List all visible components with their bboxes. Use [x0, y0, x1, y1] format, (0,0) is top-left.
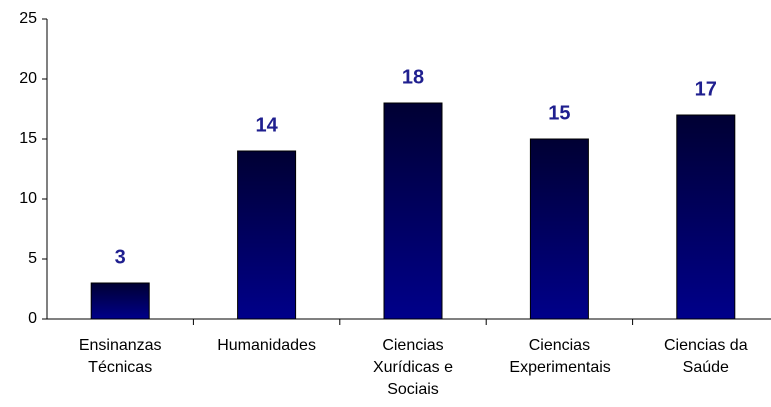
- value-label: 15: [548, 102, 570, 124]
- value-label: 18: [402, 66, 424, 88]
- x-tick-label: Ciencias Xurídicas e Sociais: [372, 337, 454, 398]
- y-tick-label: 5: [28, 250, 37, 267]
- x-tick-label: Ciencias Experimentais: [509, 337, 611, 376]
- y-tick-label: 25: [19, 10, 37, 27]
- bar: [90, 282, 150, 320]
- y-tick-label: 10: [19, 190, 37, 207]
- bar: [383, 102, 443, 320]
- x-tick-label: Ensinanzas Técnicas: [78, 337, 162, 376]
- value-label: 14: [255, 114, 278, 136]
- bar: [529, 138, 589, 320]
- y-tick-label: 0: [28, 310, 37, 327]
- bar: [237, 150, 297, 320]
- y-tick-label: 15: [19, 130, 37, 147]
- y-tick-label: 20: [19, 70, 37, 87]
- x-tick-label: Ciencias da Saúde: [663, 337, 748, 376]
- bar: [676, 114, 736, 320]
- value-label: 3: [115, 246, 126, 268]
- value-label: 17: [695, 78, 717, 100]
- x-tick-label: Humanidades: [217, 337, 316, 354]
